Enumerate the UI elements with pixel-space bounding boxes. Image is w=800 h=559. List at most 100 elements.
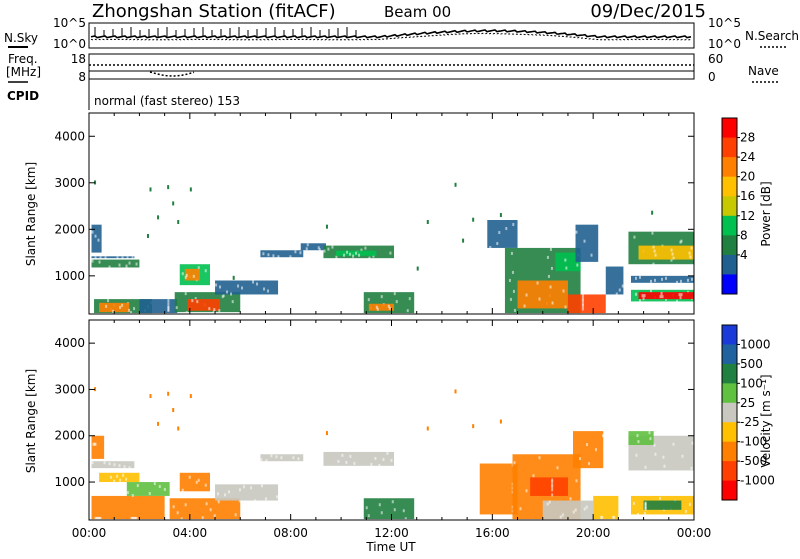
power-ytick-label: 4000: [54, 129, 85, 143]
power-echo-region: [555, 252, 581, 272]
velocity-echo-gap: [224, 493, 227, 497]
power-echo-region: [187, 299, 221, 311]
velocity-echo-gap: [574, 508, 577, 512]
power-echo-gap: [389, 251, 392, 255]
velocity-echo-gap: [551, 478, 554, 482]
velocity-echo-gap: [393, 508, 396, 512]
power-echo-gap: [496, 242, 499, 246]
velocity-echo-gap: [380, 511, 383, 515]
velocity-speckle: [472, 424, 475, 429]
power-echo-gap: [306, 243, 309, 247]
power-echo-region: [605, 266, 624, 295]
power-echo-gap: [581, 294, 584, 298]
power-echo-gap: [660, 292, 663, 296]
velocity-ytick-label: 3000: [54, 382, 85, 396]
power-echo-gap: [652, 262, 655, 266]
velocity-echo-gap: [195, 480, 198, 484]
power-echo-gap: [505, 227, 508, 231]
power-echo-gap: [91, 259, 94, 263]
velocity-echo-gap: [662, 455, 665, 459]
power-echo-gap: [393, 292, 396, 296]
velocity-echo-gap: [209, 508, 212, 512]
power-colorbar-tick-label: 20: [740, 170, 755, 184]
power-echo-gap: [649, 279, 652, 283]
nsearch-tick-bottom: 10^0: [708, 37, 741, 51]
power-echo-gap: [590, 253, 593, 257]
velocity-echo-gap: [684, 509, 687, 513]
velocity-echo-gap: [238, 499, 241, 503]
nsky-traces: [90, 27, 692, 41]
velocity-echo-region: [169, 498, 241, 520]
velocity-echo-gap: [390, 458, 393, 462]
velocity-colorbar-label: Velocity [m s⁻¹]: [759, 374, 773, 467]
velocity-echo-gap: [349, 454, 352, 458]
velocity-echo-gap: [205, 502, 208, 506]
power-echo-gap: [367, 298, 370, 302]
power-ytick-label: 3000: [54, 176, 85, 190]
power-echo-gap: [659, 295, 662, 299]
velocity-echo-gap: [113, 463, 116, 467]
velocity-colorbar-swatch: [722, 363, 737, 384]
power-speckle: [416, 266, 419, 271]
velocity-echo-gap: [548, 500, 551, 504]
velocity-echo-gap: [690, 466, 693, 470]
power-echo-gap: [252, 280, 255, 284]
velocity-echo-gap: [378, 463, 381, 467]
power-echo-gap: [97, 238, 100, 242]
velocity-echo-gap: [575, 479, 578, 483]
velocity-echo-gap: [602, 434, 604, 438]
power-speckle: [472, 217, 475, 222]
power-echo-gap: [219, 285, 222, 289]
power-echo-gap: [549, 285, 552, 289]
power-echo-gap: [352, 254, 355, 258]
power-echo-gap: [167, 306, 170, 310]
power-echo-gap: [664, 297, 667, 301]
power-echo-region: [517, 280, 568, 309]
power-echo-gap: [661, 295, 664, 299]
power-echo-gap: [167, 309, 170, 313]
power-echo-gap: [364, 246, 367, 250]
power-colorbar-tick-label: 4: [740, 248, 748, 262]
velocity-colorbar-swatch: [722, 402, 737, 423]
power-echo-region: [300, 243, 326, 251]
velocity-echo-gap: [217, 500, 220, 504]
power-echo-gap: [634, 276, 637, 280]
power-echo-gap: [679, 240, 682, 244]
velocity-echo-gap: [559, 515, 562, 519]
power-echo-gap: [654, 253, 657, 257]
nsearch-label: N.Search: [745, 29, 799, 43]
power-echo-gap: [358, 253, 361, 257]
power-echo-gap: [690, 246, 693, 250]
velocity-echo-gap: [116, 474, 119, 478]
velocity-echo-gap: [118, 464, 121, 468]
velocity-echo-gap: [636, 434, 639, 438]
power-echo-gap: [686, 278, 689, 282]
velocity-echo-gap: [370, 462, 373, 466]
power-echo-gap: [509, 297, 512, 301]
nsky-tick-top: 10^5: [53, 16, 86, 30]
power-echo-gap: [489, 246, 492, 250]
nsearch-trace: [90, 32, 692, 41]
power-echo-gap: [376, 307, 379, 311]
x-tick-label: 20:00: [576, 526, 611, 540]
power-echo-gap: [523, 304, 526, 308]
velocity-echo-gap: [513, 461, 516, 465]
velocity-echo-gap: [280, 456, 283, 460]
power-echo-gap: [538, 297, 541, 301]
power-echo-gap: [513, 308, 516, 312]
power-echo-gap: [618, 288, 621, 292]
power-speckle: [146, 233, 149, 238]
velocity-echo-gap: [551, 480, 554, 484]
power-speckle: [651, 210, 654, 215]
velocity-colorbar-tick-label: 1000: [740, 337, 771, 351]
velocity-echo-region: [530, 477, 568, 496]
velocity-echo-gap: [228, 490, 231, 494]
x-tick-label: 00:00: [72, 526, 107, 540]
velocity-echo-gap: [260, 458, 263, 462]
power-echo-gap: [508, 278, 511, 282]
velocity-colorbar-tick-label: -1000: [740, 474, 775, 488]
cpid-label: CPID: [7, 89, 39, 103]
power-echo-gap: [653, 249, 656, 253]
power-colorbar-swatch: [722, 157, 737, 178]
